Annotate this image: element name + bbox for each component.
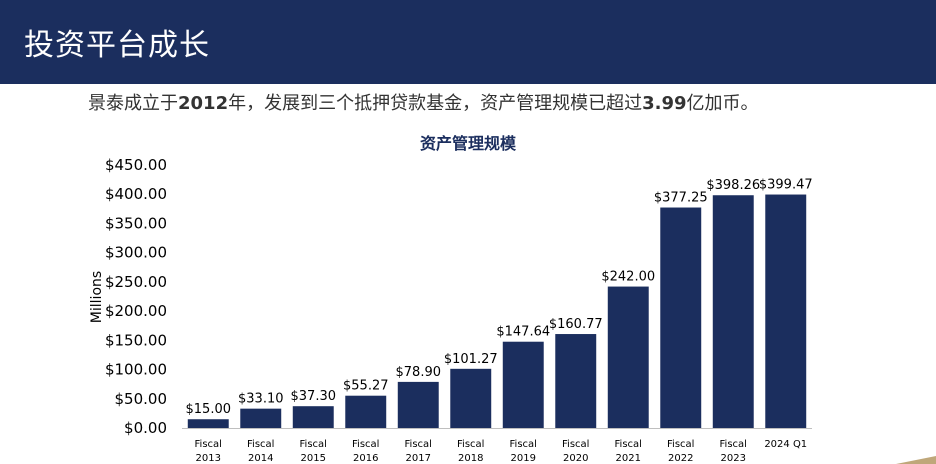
- x-tick-label-line: Fiscal: [352, 439, 379, 450]
- y-tick-label: $100.00: [105, 361, 167, 379]
- x-tick-label: 2024 Q1: [764, 439, 807, 450]
- data-label: $78.90: [396, 365, 442, 380]
- x-tick-label: Fiscal 2013: [195, 439, 222, 464]
- x-tick-label-line: Fiscal: [615, 439, 642, 450]
- y-tick-label: $150.00: [105, 331, 167, 349]
- subtitle-text-3: 亿加币。: [686, 93, 759, 114]
- x-tick-label-line: 2015: [301, 453, 326, 464]
- x-tick-label-line: Fiscal: [720, 439, 747, 450]
- x-tick-label-line: Fiscal: [247, 439, 274, 450]
- x-tick-label-line: Fiscal: [195, 439, 222, 450]
- data-label: $147.64: [496, 325, 550, 340]
- y-tick-label: $0.00: [124, 419, 167, 437]
- y-axis-label: Millions: [89, 271, 105, 323]
- subtitle-year: 2012: [178, 93, 229, 114]
- x-tick-label-line: 2022: [668, 453, 693, 464]
- y-tick-label: $400.00: [105, 185, 167, 203]
- bar: [555, 334, 597, 428]
- x-tick-label: Fiscal 2018: [457, 439, 484, 464]
- header-bar: 投资平台成长: [0, 0, 936, 84]
- data-label: $160.77: [549, 317, 603, 332]
- x-tick-label-line: 2018: [458, 453, 483, 464]
- y-tick-label: $350.00: [105, 214, 167, 232]
- x-tick-label-line: 2017: [406, 453, 431, 464]
- x-tick-label-line: 2013: [196, 453, 221, 464]
- bar: [502, 341, 544, 428]
- chart-title: 资产管理规模: [419, 134, 516, 153]
- y-tick-label: $200.00: [105, 302, 167, 320]
- x-tick-label-line: 2020: [563, 453, 588, 464]
- x-tick-label: Fiscal 2019: [510, 439, 537, 464]
- subtitle-text-2: 年，发展到三个抵押贷款基金，资产管理规模已超过: [228, 93, 643, 114]
- x-tick-label-line: 2024 Q1: [764, 439, 807, 450]
- data-label: $33.10: [238, 392, 284, 407]
- x-tick-label-line: Fiscal: [667, 439, 694, 450]
- bar: [660, 207, 702, 428]
- y-tick-label: $300.00: [105, 244, 167, 262]
- x-tick-label: Fiscal 2021: [615, 439, 642, 464]
- x-tick-label: Fiscal 2014: [247, 439, 274, 464]
- data-label: $399.47: [759, 178, 813, 193]
- x-tick-label-line: 2019: [511, 453, 536, 464]
- y-tick-label: $450.00: [105, 156, 167, 174]
- x-tick-label: Fiscal 2020: [562, 439, 589, 464]
- x-tick-label-line: 2021: [616, 453, 641, 464]
- x-tick-label: Fiscal 2016: [352, 439, 379, 464]
- bar: [397, 381, 439, 428]
- subtitle-text-1: 景泰成立于: [88, 93, 178, 114]
- x-tick-label: Fiscal 2017: [405, 439, 432, 464]
- corner-decoration: [896, 456, 936, 464]
- bar: [607, 286, 649, 428]
- data-label: $101.27: [444, 352, 498, 367]
- y-tick-label: $250.00: [105, 273, 167, 291]
- data-label: $15.00: [186, 402, 232, 417]
- x-tick-label-line: Fiscal: [562, 439, 589, 450]
- data-label: $37.30: [291, 389, 337, 404]
- bar: [345, 395, 387, 428]
- x-tick-label: Fiscal 2022: [667, 439, 694, 464]
- bar: [240, 408, 282, 428]
- x-tick-label-line: 2016: [353, 453, 378, 464]
- x-tick-label-line: 2023: [721, 453, 746, 464]
- subtitle-amount: 3.99: [642, 93, 687, 114]
- bar: [187, 419, 229, 428]
- x-tick-label-line: 2014: [248, 453, 273, 464]
- y-tick-label: $50.00: [115, 390, 168, 408]
- bar: [765, 194, 807, 428]
- x-tick-label-line: Fiscal: [457, 439, 484, 450]
- data-label: $377.25: [654, 191, 708, 206]
- x-tick-label: Fiscal 2015: [300, 439, 327, 464]
- bar: [712, 195, 754, 428]
- data-label: $242.00: [601, 270, 655, 285]
- page-title: 投资平台成长: [24, 28, 210, 63]
- data-label: $398.26: [706, 178, 760, 193]
- x-tick-label: Fiscal 2023: [720, 439, 747, 464]
- x-tick-label-line: Fiscal: [405, 439, 432, 450]
- bar: [292, 406, 334, 428]
- page-subtitle: 景泰成立于2012年，发展到三个抵押贷款基金，资产管理规模已超过3.99亿加币。: [88, 89, 759, 115]
- data-label: $55.27: [343, 379, 389, 394]
- x-tick-label-line: Fiscal: [510, 439, 537, 450]
- bar: [450, 368, 492, 428]
- x-tick-label-line: Fiscal: [300, 439, 327, 450]
